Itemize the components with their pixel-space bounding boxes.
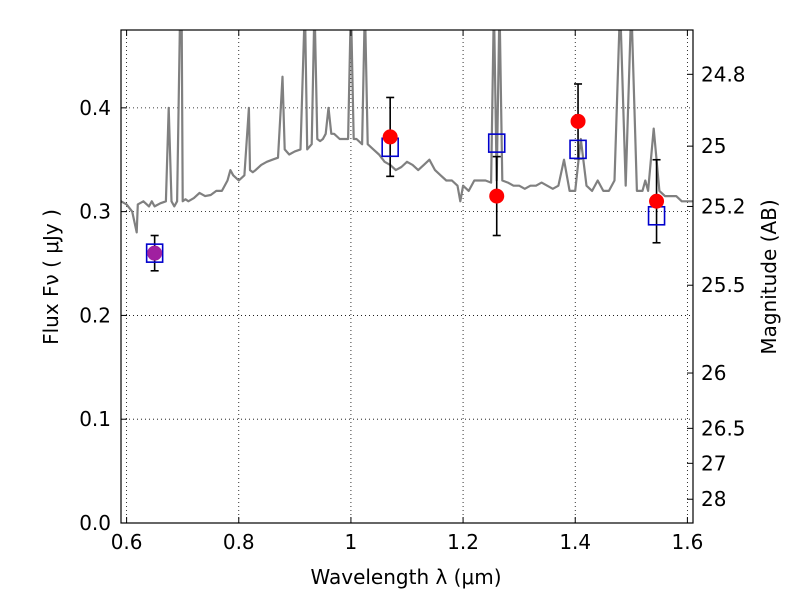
y-tick-label: 0.1 bbox=[79, 407, 111, 431]
observed-point bbox=[147, 245, 163, 261]
x-tick-label: 1.2 bbox=[447, 530, 479, 554]
observed-point bbox=[570, 113, 586, 129]
y-axis-right-label: Magnitude (AB) bbox=[757, 199, 781, 354]
x-tick-label: 1.6 bbox=[671, 530, 703, 554]
right-tick-label: 25.5 bbox=[701, 273, 746, 297]
right-tick-label: 25.2 bbox=[701, 194, 746, 218]
axis-ticks: 0.6 0.8 1 1.2 1.4 1.6 0.0 0.1 0.2 0.3 0.4 24.8 25 25.… bbox=[79, 30, 746, 554]
plot-frame bbox=[120, 29, 694, 524]
model-point bbox=[145, 243, 164, 263]
plot-area bbox=[121, 30, 693, 272]
right-tick-label: 24.8 bbox=[701, 62, 746, 86]
x-tick-label: 0.6 bbox=[111, 530, 143, 554]
model-point bbox=[487, 133, 506, 153]
grid-lines bbox=[121, 30, 693, 524]
x-axis-label: Wavelength λ (μm) bbox=[310, 565, 501, 589]
y-tick-label: 0.0 bbox=[79, 511, 111, 535]
observed-point bbox=[649, 193, 665, 209]
y-tick-label: 0.4 bbox=[79, 96, 111, 120]
right-tick-label: 28 bbox=[701, 487, 726, 511]
x-tick-label: 1 bbox=[345, 530, 358, 554]
y-tick-label: 0.2 bbox=[79, 303, 111, 327]
observed-point bbox=[382, 129, 398, 145]
right-tick-label: 27 bbox=[701, 451, 726, 475]
x-tick-label: 0.8 bbox=[223, 530, 255, 554]
right-tick-label: 26 bbox=[701, 361, 726, 385]
y-tick-label: 0.3 bbox=[79, 200, 111, 224]
spectrum-line bbox=[121, 30, 693, 234]
y-axis-label: Flux Fν ( μJy ) bbox=[39, 209, 63, 345]
x-tick-label: 1.4 bbox=[559, 530, 591, 554]
right-tick-label: 26.5 bbox=[701, 416, 746, 440]
right-tick-label: 25 bbox=[701, 134, 726, 158]
model-point bbox=[569, 139, 587, 160]
observed-point bbox=[489, 188, 505, 204]
